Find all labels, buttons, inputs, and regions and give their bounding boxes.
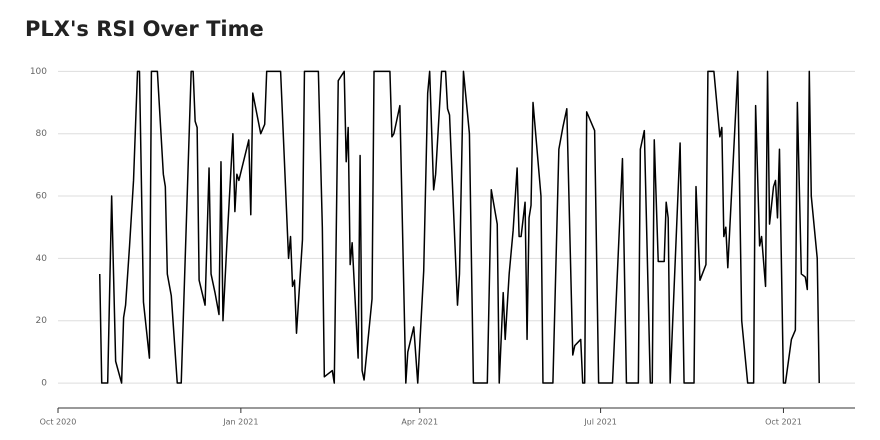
x-tick-label: Oct 2021	[765, 418, 802, 427]
x-tick-label: Jul 2021	[583, 418, 617, 427]
x-tick-label: Jan 2021	[222, 418, 258, 427]
rsi-line	[98, 70, 820, 384]
chart-title: PLX's RSI Over Time	[25, 17, 264, 41]
y-tick-label: 20	[36, 316, 48, 326]
x-tick-label: Apr 2021	[401, 418, 438, 427]
y-tick-label: 80	[36, 129, 48, 139]
y-tick-label: 40	[36, 254, 48, 264]
x-tick-label: Oct 2020	[40, 418, 77, 427]
y-tick-label: 60	[36, 192, 48, 202]
y-tick-label: 100	[30, 67, 47, 77]
y-tick-label: 0	[41, 379, 47, 389]
